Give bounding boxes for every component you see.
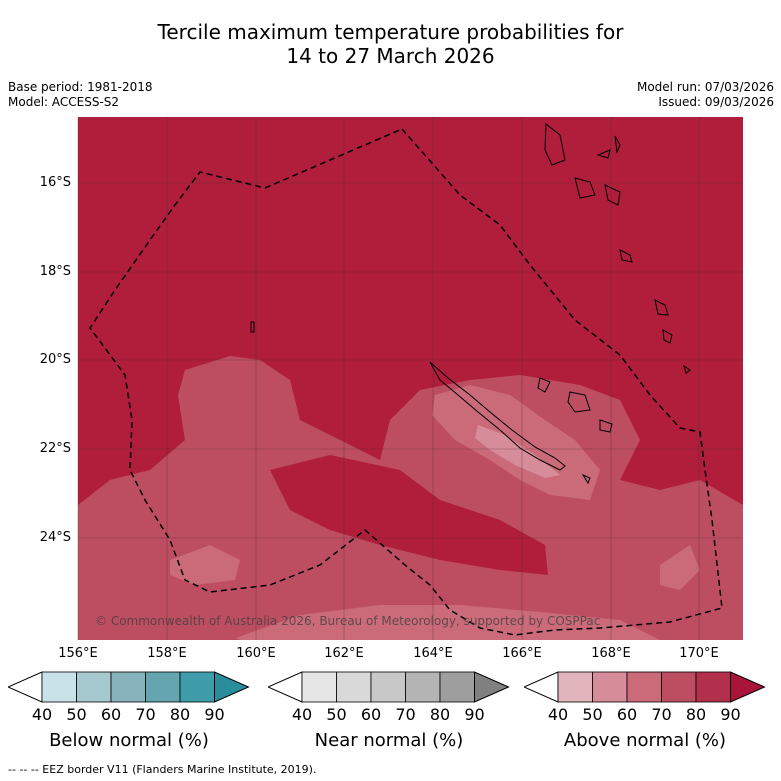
loyalty-islands [537,377,613,433]
model-run-date: Model run: 07/03/2026 [636,80,774,94]
colorbar-tick-label: 60 [360,705,382,724]
colorbar-segment [661,671,697,703]
small-island [250,321,255,333]
colorbar-segment [145,671,181,703]
colorbar-label-below: Below normal (%) [49,730,209,751]
colorbar-segment [439,671,475,703]
colorbar-tick-label: 80 [429,705,451,724]
issued-date: Issued: 09/03/2026 [658,95,774,109]
colorbar-segment [557,671,593,703]
colorbar-tick-label: 60 [616,705,638,724]
lon-label-162e: 162°E [324,646,364,661]
contour-80-90-middle-band [270,455,548,575]
colorbar-tick-label: 60 [100,705,122,724]
colorbar-tick-label: 40 [291,705,313,724]
lon-label-168e: 168°E [591,646,631,661]
title-line-2: 14 to 27 March 2026 [286,44,495,68]
colorbar-segment [41,671,77,703]
model-name: Model: ACCESS-S2 [8,95,120,109]
colorbar-extend-low [8,671,43,703]
lat-label-22s: 22°S [39,441,71,456]
eez-border [89,128,723,636]
colorbar-above-normal [524,671,766,703]
lat-label-16s: 16°S [39,175,71,190]
colorbar-segment [592,671,628,703]
lat-label-20s: 20°S [39,352,71,367]
colorbar-extend-high [214,671,250,703]
new-caledonia-island [429,361,566,471]
colorbar-tick-label: 70 [135,705,156,724]
colorbar-segment [110,671,146,703]
colorbar-tick-label: 40 [547,705,569,724]
colorbar-label-above: Above normal (%) [563,730,727,751]
lon-label-166e: 166°E [502,646,542,661]
colorbar-tick-label: 80 [169,705,191,724]
colorbar-near-normal [268,671,510,703]
lon-label-164e: 164°E [413,646,453,661]
contour-60-70-south [170,545,240,585]
colorbar-segment [626,671,662,703]
colorbar-tick-label: 50 [66,705,87,724]
colorbar-tick-label: 90 [720,705,741,724]
contour-60-70-bottom [230,605,660,640]
colorbar-segment [405,671,441,703]
graticule [77,117,743,640]
colorbar-tick-label: 50 [582,705,603,724]
colorbar-below-normal [8,671,250,703]
colorbar-tick-label: 90 [204,705,225,724]
map-title: Tercile maximum temperature probabilitie… [0,20,781,68]
lat-label-24s: 24°S [39,530,71,545]
colorbar-tick-label: 70 [395,705,416,724]
vanuatu-islands [544,123,691,485]
colorbar-extend-low [524,671,559,703]
colorbar-extend-high [474,671,510,703]
copyright-notice: © Commonwealth of Australia 2026, Bureau… [95,614,601,628]
colorbar-segment [695,671,731,703]
colorbar-segment [76,671,112,703]
colorbar-tick-label: 40 [31,705,53,724]
lon-label-170e: 170°E [679,646,719,661]
contour-60-70-southeast [660,545,700,590]
contour-70-80-bottomleft [78,575,240,640]
title-line-1: Tercile maximum temperature probabilitie… [157,20,624,44]
colorbar-segment [301,671,337,703]
eez-legend: -- -- -- EEZ border V11 (Flanders Marine… [8,763,317,776]
colorbar-extend-low [268,671,303,703]
colorbar-tick-label: 70 [651,705,672,724]
lon-label-156e: 156°E [58,646,98,661]
colorbar-extend-high [730,671,766,703]
colorbar-label-near: Near normal (%) [314,730,464,751]
contour-50-60-newcaledonia [475,425,560,478]
colorbar-segment [336,671,372,703]
colorbar-tick-label: 80 [685,705,707,724]
colorbar-tick-label: 50 [326,705,347,724]
metadata-left: Base period: 1981-2018 Model: ACCESS-S2 [8,80,153,110]
lon-label-160e: 160°E [236,646,276,661]
colorbar-tick-label: 90 [464,705,485,724]
lat-label-18s: 18°S [39,264,71,279]
colorbar-segment [179,671,215,703]
lon-label-158e: 158°E [147,646,187,661]
base-period: Base period: 1981-2018 [8,80,153,94]
colorbar-segment [370,671,406,703]
metadata-right: Model run: 07/03/2026 Issued: 09/03/2026 [637,80,774,110]
